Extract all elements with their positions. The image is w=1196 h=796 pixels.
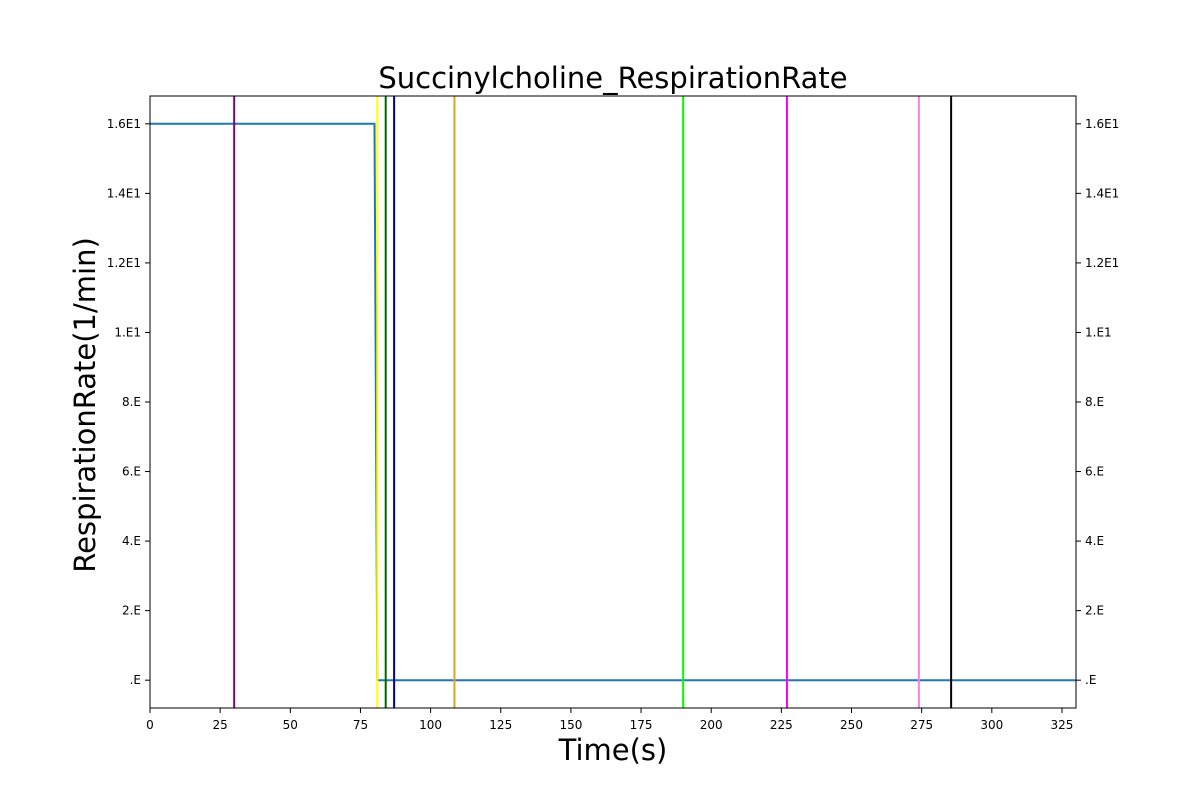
x-tick-label: 25: [213, 718, 228, 732]
x-tick-label: 125: [489, 718, 512, 732]
x-tick-label: 225: [770, 718, 793, 732]
y-tick-label-right: 8.E: [1085, 395, 1104, 409]
x-tick-label: 250: [840, 718, 863, 732]
y-tick-label-right: 6.E: [1085, 465, 1104, 479]
y-tick-label-right: 2.E: [1085, 604, 1104, 618]
x-tick-label: 175: [630, 718, 653, 732]
plot-frame: [149, 95, 1077, 709]
y-tick-label-left: 8.E: [122, 395, 141, 409]
y-tick-label-right: 1.E1: [1085, 325, 1112, 339]
y-tick-label-right: 1.4E1: [1085, 186, 1119, 200]
y-tick-label-left: 1.6E1: [107, 117, 141, 131]
y-tick-label-left: 1.4E1: [107, 186, 141, 200]
chart-title: Succinylcholine_RespirationRate: [378, 61, 847, 95]
y-tick-label-left: 6.E: [122, 465, 141, 479]
x-tick-label: 300: [980, 718, 1003, 732]
x-tick-label: 275: [910, 718, 933, 732]
y-tick-label-left: 1.E1: [114, 325, 141, 339]
x-tick-label: 50: [283, 718, 298, 732]
y-tick-label-right: 4.E: [1085, 534, 1104, 548]
x-tick-label: 0: [146, 718, 154, 732]
y-tick-label-right: 1.6E1: [1085, 117, 1119, 131]
x-tick-label: 100: [419, 718, 442, 732]
y-tick-label-right: 1.2E1: [1085, 256, 1119, 270]
x-tick-label: 325: [1051, 718, 1074, 732]
series-line-0: [150, 122, 1076, 682]
x-tick-label: 150: [559, 718, 582, 732]
y-tick-label-left: 1.2E1: [107, 256, 141, 270]
x-tick-label: 200: [700, 718, 723, 732]
plot-area: 0 25 50 75 100 125 150 175 200 225 250 275 300 325 .E.…: [107, 95, 1119, 732]
y-tick-label-right: .E: [1085, 673, 1096, 687]
y-tick-label-left: 4.E: [122, 534, 141, 548]
x-tick-label: 75: [353, 718, 368, 732]
y-tick-label-left: 2.E: [122, 604, 141, 618]
y-axis-title: RespirationRate(1/min): [68, 237, 102, 573]
y-tick-label-left: .E: [130, 673, 141, 687]
x-axis-title: Time(s): [558, 733, 668, 767]
